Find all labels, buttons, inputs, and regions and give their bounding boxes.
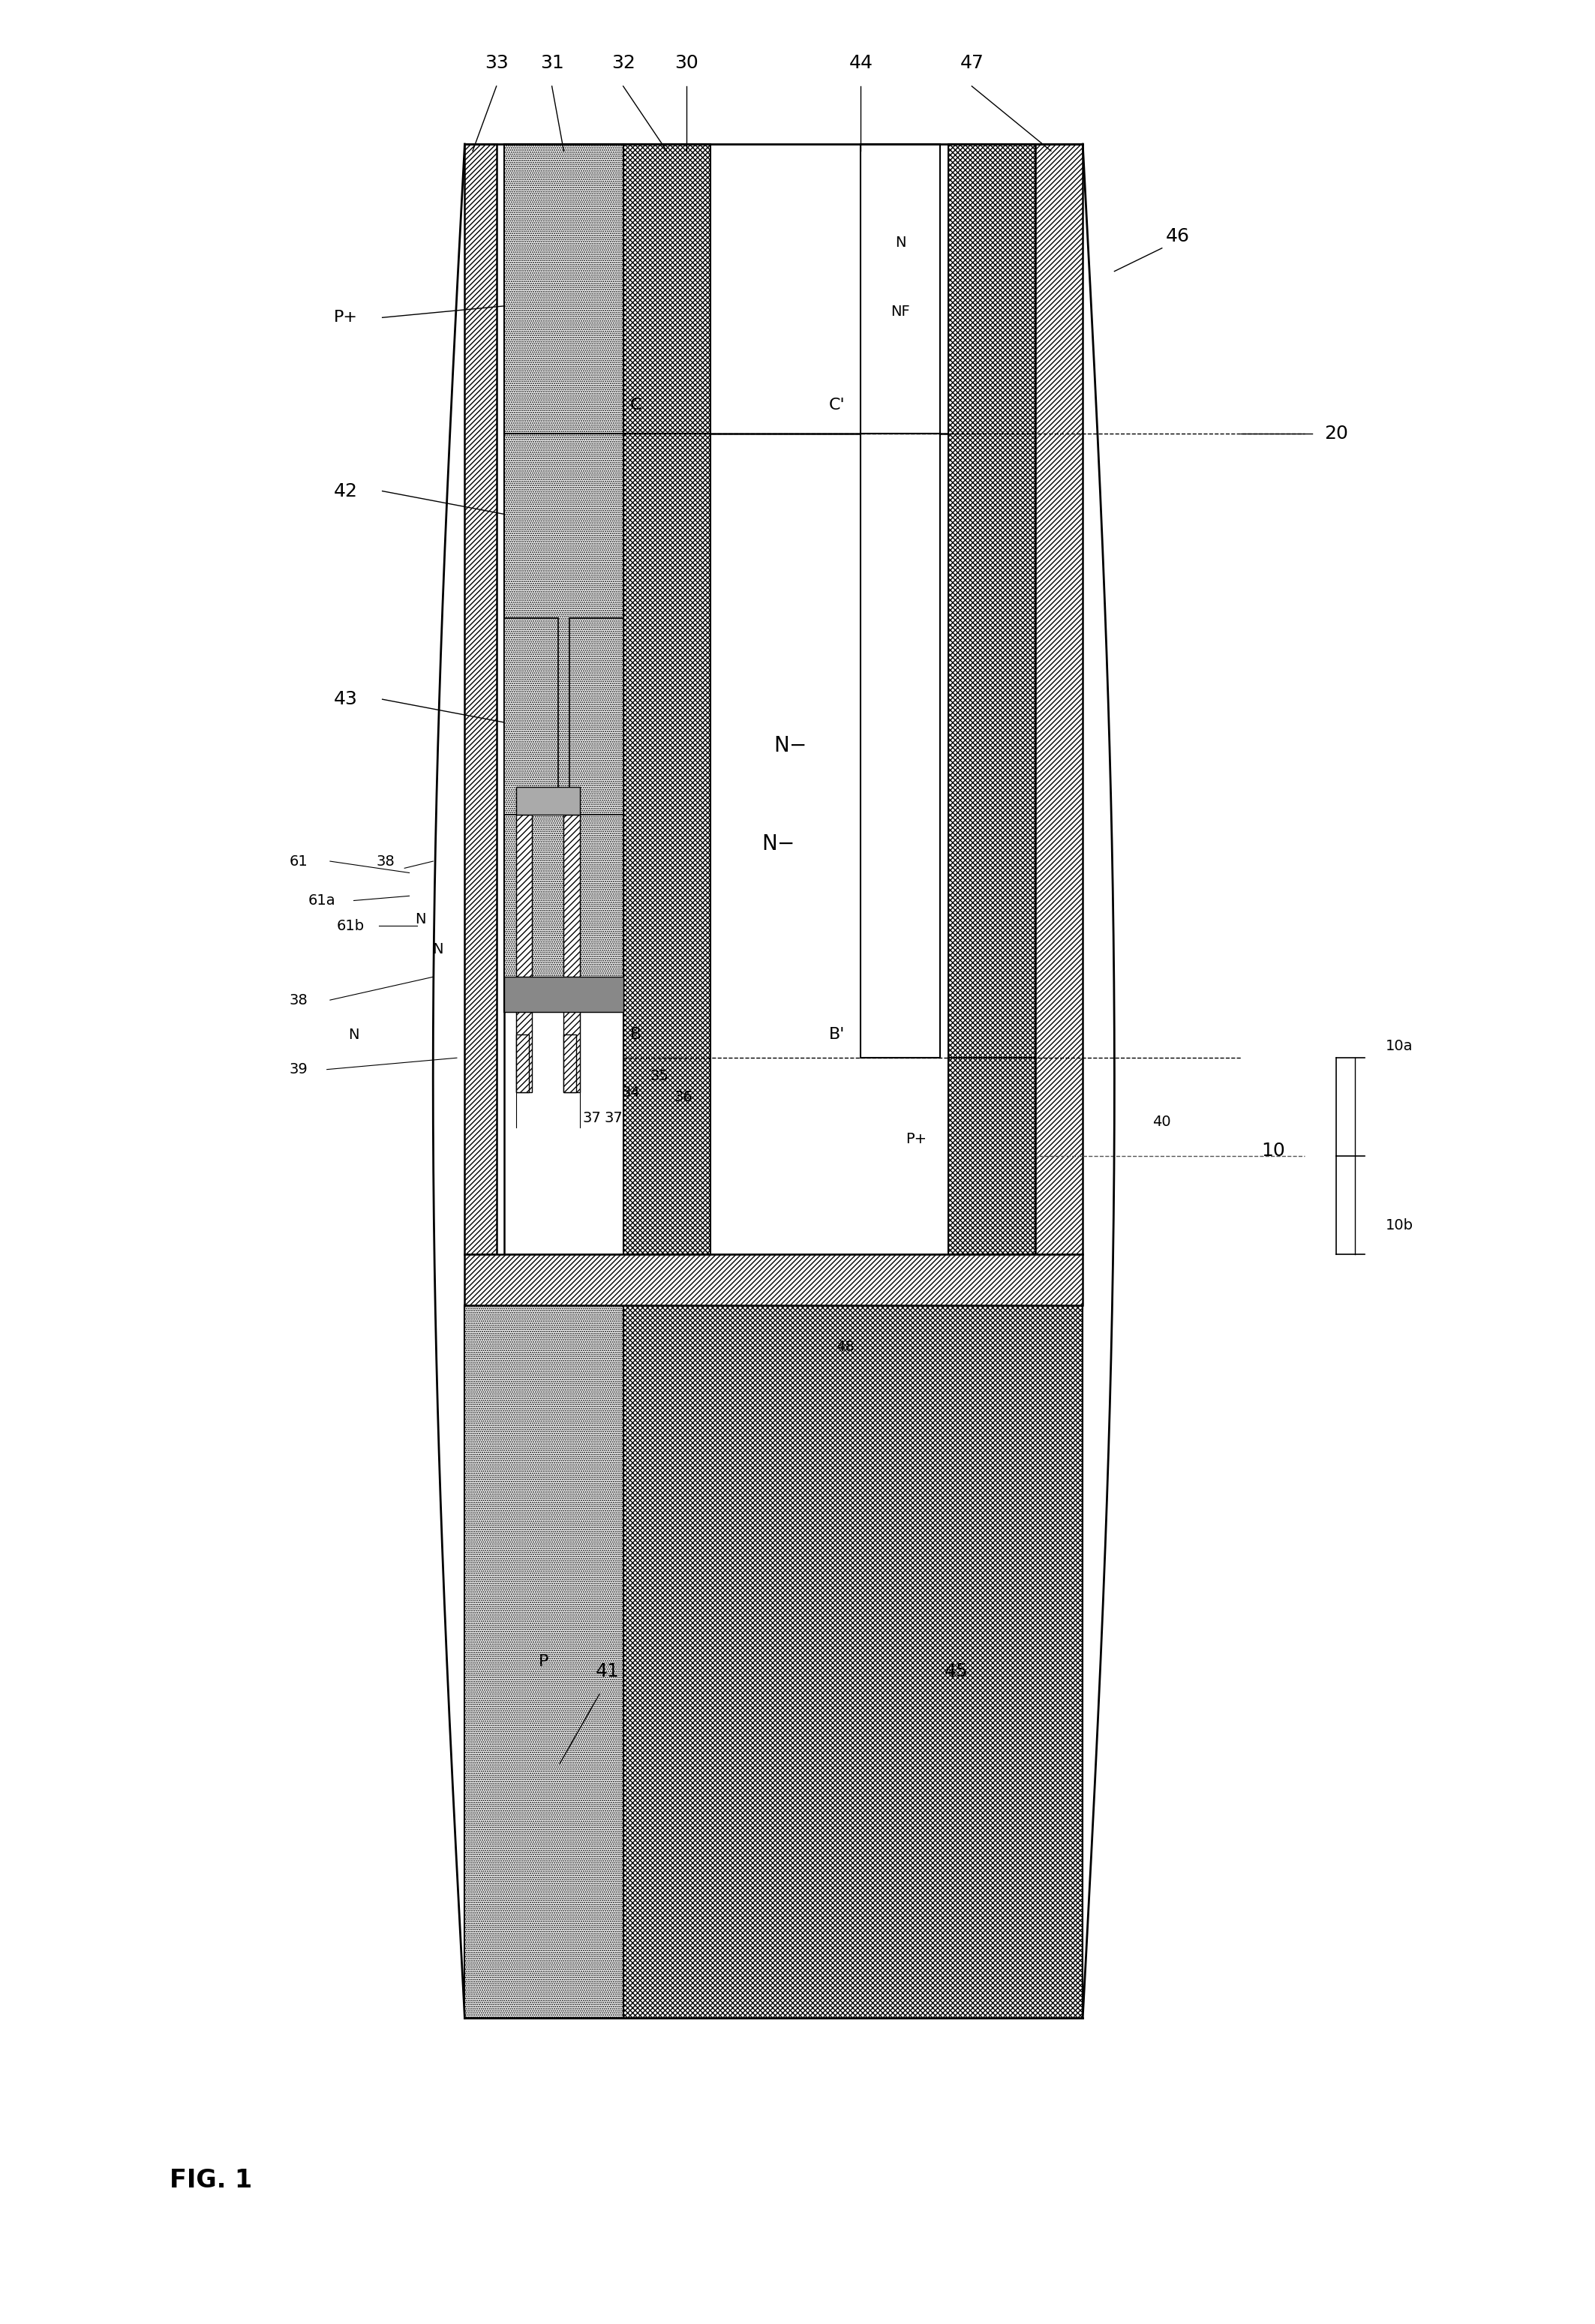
Bar: [464, 144, 496, 1255]
Text: N$-$: N$-$: [774, 734, 805, 755]
Text: 38: 38: [376, 855, 396, 869]
Bar: [504, 432, 987, 1255]
Text: 46: 46: [1166, 228, 1190, 246]
Text: 34: 34: [622, 1085, 641, 1099]
Text: A': A': [829, 1267, 845, 1281]
Text: 31: 31: [541, 53, 563, 72]
Bar: [504, 432, 624, 1011]
Text: C: C: [630, 397, 641, 414]
Text: 61a: 61a: [308, 892, 337, 909]
Bar: [947, 144, 1035, 1255]
Text: P: P: [539, 1655, 549, 1669]
Text: 49: 49: [962, 1260, 981, 1274]
Text: 36: 36: [675, 1090, 692, 1104]
Bar: [517, 1034, 530, 1092]
Text: N: N: [432, 941, 443, 955]
Text: 48: 48: [836, 1341, 855, 1355]
Text: 49a: 49a: [879, 1283, 906, 1297]
Text: N: N: [895, 235, 906, 249]
Text: B': B': [829, 1027, 845, 1041]
Text: N: N: [348, 1027, 359, 1041]
Text: 41: 41: [595, 1662, 619, 1680]
Bar: [947, 1057, 1035, 1255]
Bar: [504, 618, 558, 816]
Bar: [517, 816, 533, 1092]
Text: 10b: 10b: [1386, 1218, 1413, 1232]
Text: 20: 20: [1324, 425, 1348, 442]
Text: N$-$: N$-$: [761, 834, 794, 855]
Text: 61: 61: [289, 855, 308, 869]
Text: 40: 40: [1153, 1116, 1171, 1129]
Text: C': C': [829, 397, 845, 414]
Bar: [504, 976, 624, 1011]
Bar: [517, 788, 579, 816]
Text: P+: P+: [906, 1132, 927, 1146]
Text: FIG. 1: FIG. 1: [171, 2168, 252, 2192]
Bar: [563, 816, 579, 1092]
Text: P: P: [568, 1062, 577, 1076]
Text: 44: 44: [849, 53, 872, 72]
Text: 38: 38: [289, 992, 308, 1006]
Text: P+: P+: [333, 309, 357, 325]
Text: N: N: [415, 911, 426, 927]
Text: 30: 30: [675, 53, 699, 72]
Text: NF: NF: [892, 304, 911, 318]
Text: 32: 32: [611, 53, 635, 72]
Text: B: B: [630, 1027, 641, 1041]
Bar: [624, 432, 710, 1255]
Text: 37: 37: [605, 1111, 624, 1125]
Bar: [861, 144, 939, 432]
Bar: [624, 144, 710, 432]
Text: 45: 45: [944, 1662, 968, 1680]
Bar: [861, 432, 939, 1057]
Bar: [563, 1034, 576, 1092]
Bar: [464, 1255, 1083, 1306]
Text: 61b: 61b: [337, 918, 365, 934]
Bar: [569, 618, 624, 816]
Text: 10: 10: [1262, 1141, 1286, 1160]
Text: 49b: 49b: [911, 1283, 938, 1297]
Bar: [464, 1306, 624, 2017]
Bar: [624, 1306, 1083, 2017]
Text: 43: 43: [333, 690, 357, 709]
Bar: [1035, 144, 1083, 1255]
Text: 35: 35: [651, 1069, 668, 1083]
Text: A: A: [480, 1267, 491, 1281]
Text: 33: 33: [485, 53, 509, 72]
Text: 47: 47: [960, 53, 984, 72]
Bar: [504, 144, 624, 432]
Text: 42: 42: [333, 481, 357, 500]
Text: 39: 39: [289, 1062, 308, 1076]
Text: 37: 37: [582, 1111, 601, 1125]
Text: 10a: 10a: [1386, 1039, 1413, 1053]
